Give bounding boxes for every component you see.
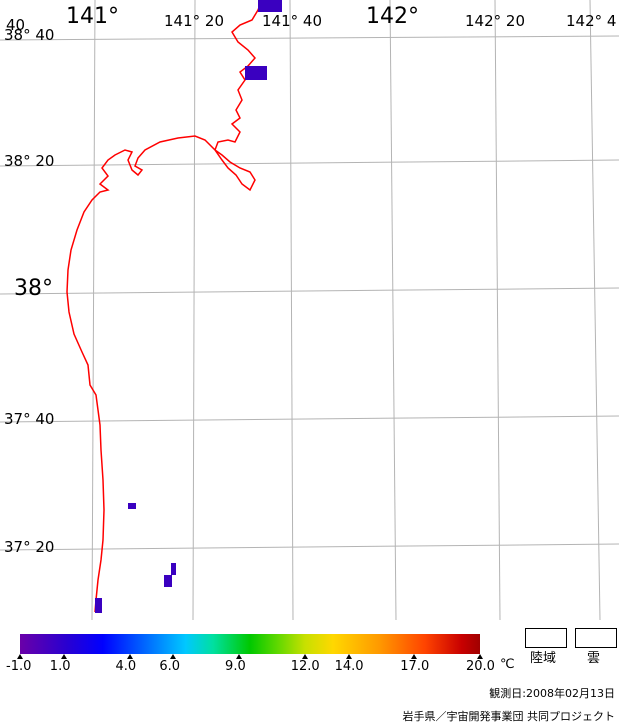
lat-label: 37° 20: [4, 538, 55, 556]
sst-patch: [164, 575, 172, 587]
colorbar-tick-mark: [345, 654, 352, 659]
parallel-line: [0, 415, 619, 423]
land-label: 陸域: [530, 651, 557, 666]
meridian-line: [91, 0, 96, 620]
colorbar-tick-mark: [170, 654, 177, 659]
graticule: [0, 0, 619, 620]
colorbar-tick-label: 14.0: [334, 659, 364, 674]
colorbar-tick-label: 20.0: [466, 659, 495, 674]
lon-label: 142°: [366, 4, 419, 29]
sst-map: [0, 0, 619, 620]
sst-patch: [95, 598, 102, 613]
colorbar-tick-label: 9.0: [225, 659, 246, 674]
parallel-line: [0, 543, 619, 551]
colorbar-tick-mark: [60, 654, 67, 659]
parallel-line: [0, 35, 619, 41]
meridian-line: [289, 0, 294, 620]
colorbar-tick-mark: [301, 654, 308, 659]
colorbar-tick-label: 4.0: [115, 659, 137, 674]
lon-label: 40: [6, 16, 26, 34]
lon-label: 141° 40: [262, 12, 322, 30]
coastline: [66, 0, 263, 613]
colorbar-tick-mark: [126, 654, 133, 659]
parallel-line: [0, 287, 619, 295]
temperature-colorbar: [20, 634, 480, 654]
meridian-line: [192, 0, 196, 620]
colorbar-tick-mark: [411, 654, 418, 659]
sst-patch: [258, 0, 282, 12]
colorbar-unit: ℃: [500, 657, 515, 672]
meridian-line: [389, 0, 397, 620]
sst-patch: [245, 66, 267, 80]
credit-line: 岩手県／宇宙開発事業団 共同プロジェクト: [402, 710, 616, 723]
colorbar-tick-mark: [477, 654, 483, 659]
meridian-line: [494, 0, 501, 620]
cloud-label: 雲: [587, 651, 601, 666]
lat-label: 38°: [14, 276, 53, 301]
cloud-swatch: [575, 628, 617, 648]
lat-label: 37° 40: [4, 410, 55, 428]
land-swatch: [525, 628, 567, 648]
colorbar-tick-label: 17.0: [400, 659, 430, 674]
meridian-line: [589, 0, 601, 620]
colorbar-tick-mark: [236, 654, 243, 659]
lon-label: 141° 20: [164, 12, 224, 30]
sst-patches: [95, 0, 282, 613]
colorbar-tick-label: 12.0: [290, 659, 320, 674]
colorbar-tick-label: 1.0: [49, 659, 71, 674]
lon-label: 142° 4: [566, 12, 617, 30]
lon-label: 141°: [66, 4, 119, 29]
lat-label: 38° 20: [4, 152, 55, 170]
colorbar-tick-label: -1.0: [6, 659, 32, 674]
lon-label: 142° 20: [465, 12, 525, 30]
parallel-line: [0, 159, 619, 167]
observation-date: 観測日:2008年02月13日: [489, 687, 615, 700]
lat-label: 38° 40: [4, 26, 55, 44]
colorbar-tick-label: 6.0: [159, 659, 181, 674]
sst-patch: [128, 503, 136, 509]
colorbar-tick-mark: [17, 654, 23, 659]
sst-patch: [171, 563, 176, 575]
